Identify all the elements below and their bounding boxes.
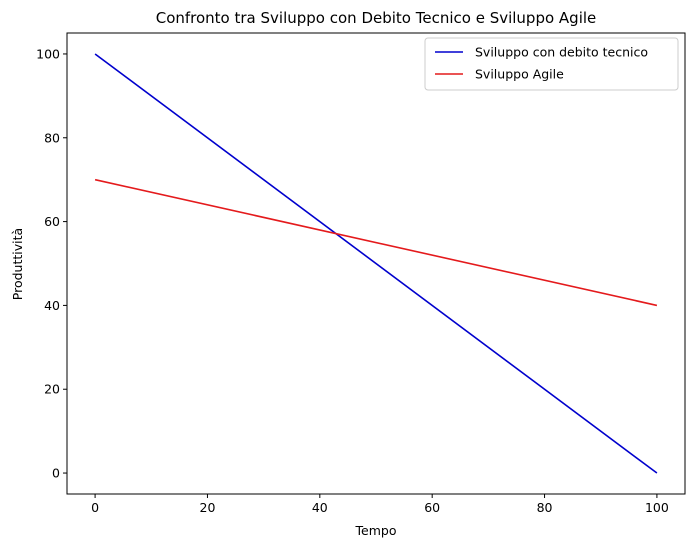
x-tick-label: 0 <box>91 500 99 515</box>
y-axis-label: Produttività <box>10 228 25 300</box>
legend: Sviluppo con debito tecnico Sviluppo Agil… <box>424 37 679 91</box>
y-tick-label: 20 <box>44 382 60 397</box>
x-tick-label: 40 <box>312 500 328 515</box>
x-tick-label: 100 <box>645 500 669 515</box>
legend-label: Sviluppo Agile <box>475 67 564 82</box>
x-tick-label: 60 <box>424 500 440 515</box>
x-axis-label: Tempo <box>355 523 397 538</box>
series-line-0 <box>94 53 658 474</box>
x-tick-label: 80 <box>537 500 553 515</box>
y-tick-label: 100 <box>36 46 60 61</box>
y-tick-label: 0 <box>52 466 60 481</box>
legend-label: Sviluppo con debito tecnico <box>475 45 648 60</box>
series-layer <box>94 53 658 474</box>
axes-frame <box>66 32 686 495</box>
plot-area <box>66 32 686 495</box>
legend-box <box>424 37 679 91</box>
chart-title: Confronto tra Sviluppo con Debito Tecnic… <box>156 9 597 27</box>
axis-ticks: 0 20 40 60 80 100 0 20 40 60 80 100 <box>36 46 669 515</box>
y-tick-label: 60 <box>44 214 60 229</box>
x-tick-label: 20 <box>200 500 216 515</box>
y-tick-label: 80 <box>44 130 60 145</box>
series-line-1 <box>94 178 658 307</box>
y-tick-label: 40 <box>44 298 60 313</box>
